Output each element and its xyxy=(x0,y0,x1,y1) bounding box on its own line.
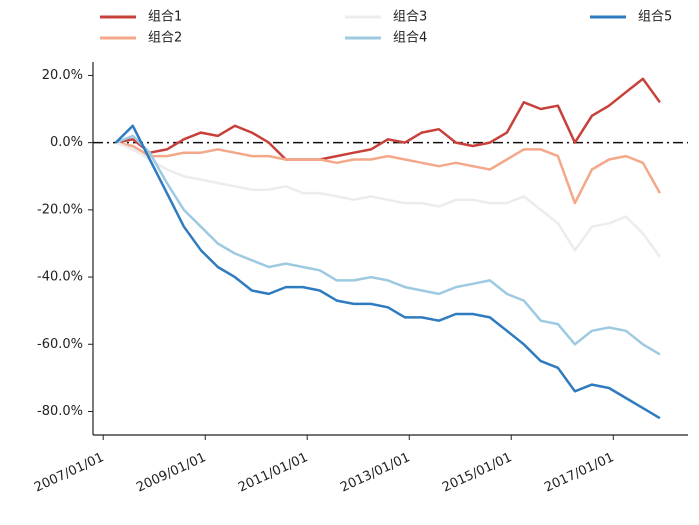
legend-label: 组合2 xyxy=(148,31,182,46)
y-tick-label: -40.0% xyxy=(37,270,83,285)
legend-label: 组合4 xyxy=(393,31,427,46)
x-tick-label: 2009/01/01 xyxy=(134,450,208,495)
y-tick-label: -20.0% xyxy=(37,202,83,217)
series-line xyxy=(115,141,661,205)
series-line xyxy=(115,134,661,356)
legend-label: 组合1 xyxy=(148,10,182,25)
series-line xyxy=(114,124,661,420)
y-tick-label: 20.0% xyxy=(42,68,83,83)
y-tick-label: -60.0% xyxy=(37,337,83,352)
series-line xyxy=(115,77,661,161)
legend-label: 组合3 xyxy=(393,10,427,25)
y-tick-label: -80.0% xyxy=(37,404,83,419)
x-tick-label: 2007/01/01 xyxy=(32,450,106,495)
x-tick-label: 2015/01/01 xyxy=(440,450,514,495)
x-tick-label: 2013/01/01 xyxy=(338,450,412,495)
x-tick-label: 2017/01/01 xyxy=(542,450,616,495)
x-tick-label: 2011/01/01 xyxy=(236,450,310,495)
legend-label: 组合5 xyxy=(638,10,672,25)
series-line xyxy=(115,141,661,258)
y-tick-label: 0.0% xyxy=(50,135,83,150)
